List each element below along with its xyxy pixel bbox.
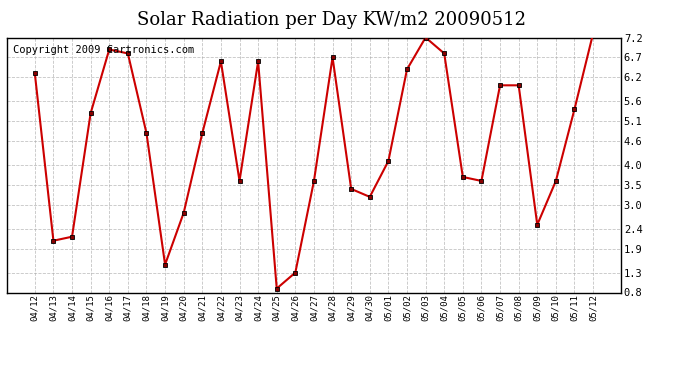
Text: Copyright 2009 Cartronics.com: Copyright 2009 Cartronics.com xyxy=(13,45,195,55)
Text: Solar Radiation per Day KW/m2 20090512: Solar Radiation per Day KW/m2 20090512 xyxy=(137,11,526,29)
